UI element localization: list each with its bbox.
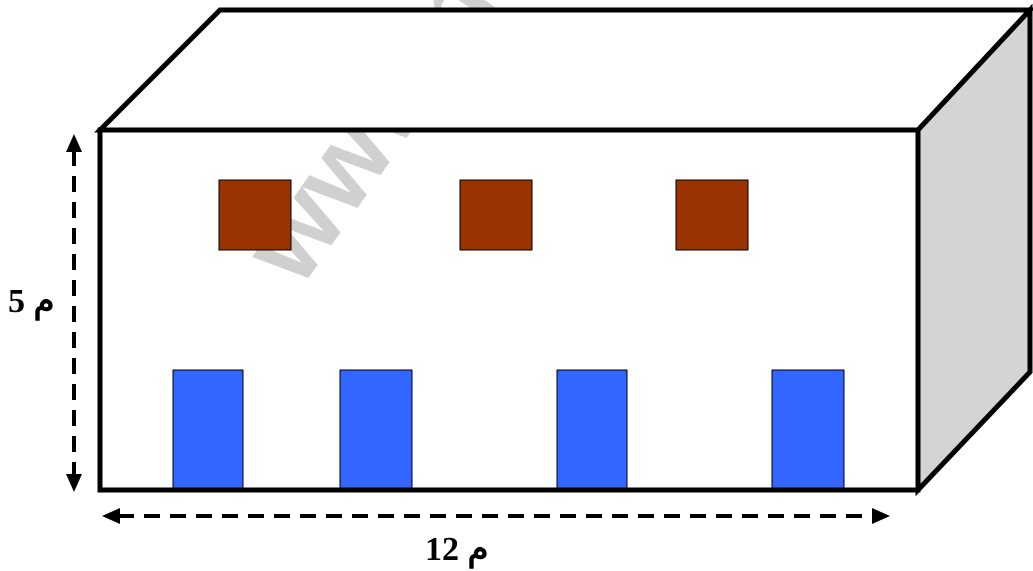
width-label: 12 م bbox=[425, 531, 489, 569]
box-top-face bbox=[93, 7, 1033, 133]
window-3 bbox=[675, 179, 749, 251]
door-1 bbox=[172, 369, 244, 491]
door-3 bbox=[556, 369, 628, 491]
door-4 bbox=[771, 369, 845, 491]
window-1 bbox=[218, 179, 292, 251]
width-dimension-arrow bbox=[102, 508, 890, 524]
door-2 bbox=[339, 369, 413, 491]
window-2 bbox=[459, 179, 533, 251]
height-label: 5 م bbox=[8, 283, 55, 321]
height-dimension-arrow bbox=[66, 134, 82, 492]
